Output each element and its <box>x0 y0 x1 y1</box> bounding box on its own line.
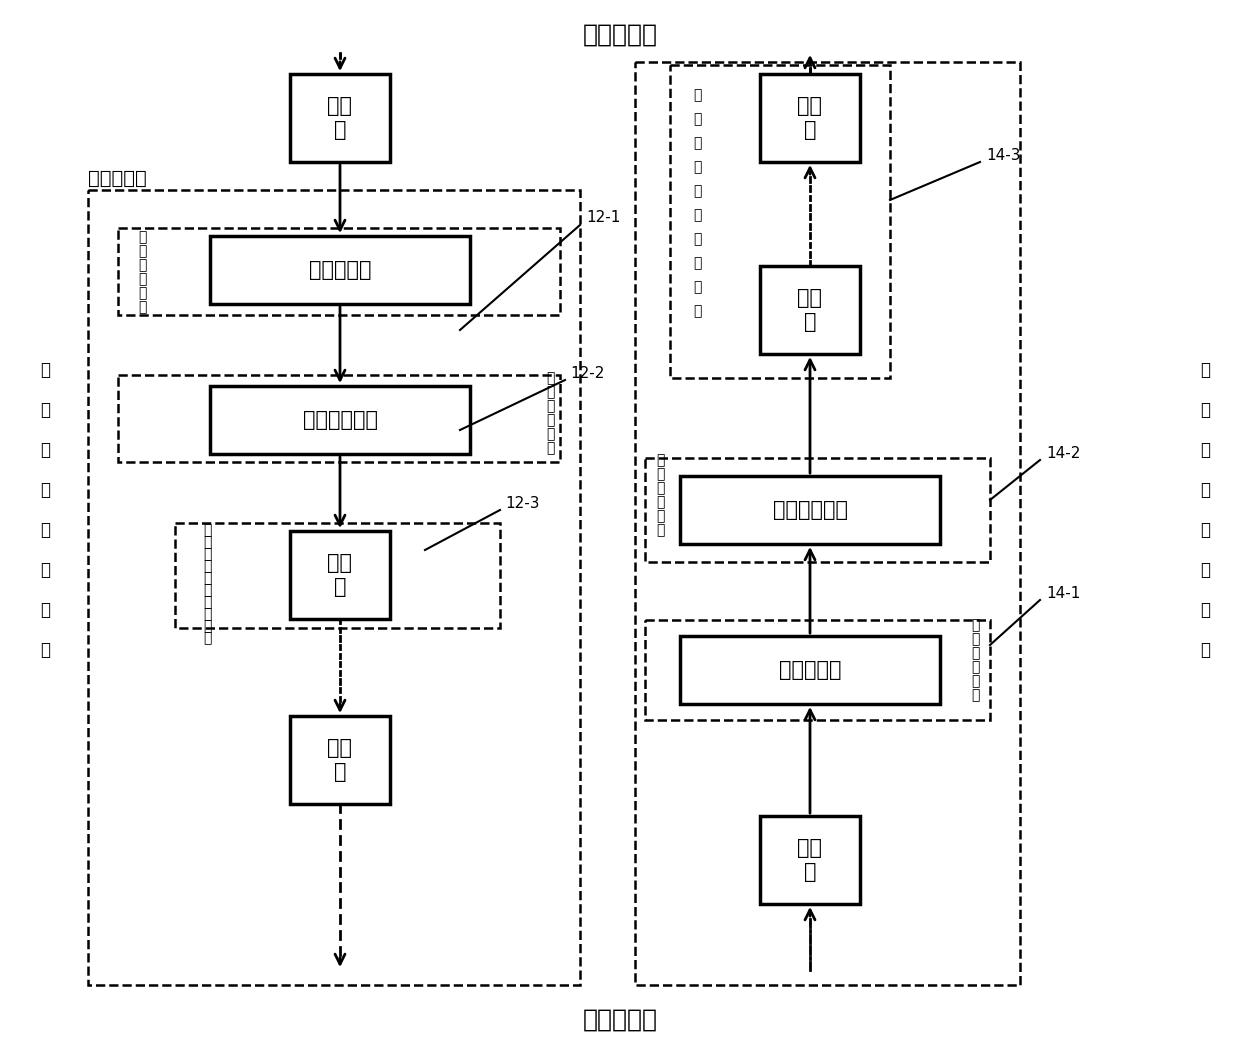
Text: 接收
端: 接收 端 <box>327 738 352 781</box>
Text: 上: 上 <box>40 361 50 379</box>
Text: 输: 输 <box>693 256 701 270</box>
Bar <box>290 74 391 162</box>
Text: 道: 道 <box>40 641 50 659</box>
Text: 单: 单 <box>203 571 211 585</box>
Bar <box>118 229 560 315</box>
Text: 上: 上 <box>203 547 211 561</box>
Text: 冲: 冲 <box>971 660 980 674</box>
Text: 隔: 隔 <box>971 618 980 632</box>
Bar <box>760 74 861 162</box>
Text: 接收
端: 接收 端 <box>797 838 822 881</box>
Text: 访问控制单元: 访问控制单元 <box>303 410 377 430</box>
Text: 通: 通 <box>1200 601 1210 619</box>
Text: 道: 道 <box>1200 641 1210 659</box>
Text: 对内连接层: 对内连接层 <box>583 1008 657 1032</box>
Text: 块: 块 <box>656 523 665 537</box>
Text: 缓: 缓 <box>138 258 146 272</box>
Text: 单: 单 <box>693 184 701 198</box>
Text: 访: 访 <box>546 371 554 385</box>
Text: 下: 下 <box>1200 361 1210 379</box>
Text: 控: 控 <box>546 399 554 413</box>
Text: 模: 模 <box>546 428 554 441</box>
Bar <box>670 65 890 378</box>
Text: 向: 向 <box>693 208 701 222</box>
Text: 14-2: 14-2 <box>1047 446 1080 461</box>
Text: 制: 制 <box>546 413 554 428</box>
Text: 行: 行 <box>693 160 701 174</box>
Text: 隔: 隔 <box>1200 441 1210 459</box>
Bar <box>760 266 861 354</box>
Text: 防: 防 <box>40 521 50 539</box>
Text: 问: 问 <box>546 385 554 399</box>
Text: 隔: 隔 <box>40 441 50 459</box>
Text: 离: 离 <box>1200 481 1210 499</box>
Text: 块: 块 <box>693 304 701 318</box>
Text: 发送
端: 发送 端 <box>797 289 822 332</box>
Text: 隔: 隔 <box>138 230 146 244</box>
Text: 模: 模 <box>971 674 980 688</box>
Text: 向: 向 <box>203 583 211 597</box>
Text: 块: 块 <box>971 688 980 702</box>
Bar <box>680 636 940 704</box>
Text: 通: 通 <box>40 601 50 619</box>
Text: 缓: 缓 <box>971 645 980 660</box>
Bar <box>210 386 470 454</box>
Bar <box>210 236 470 304</box>
Text: 访: 访 <box>656 453 665 466</box>
Text: 发送
端: 发送 端 <box>327 554 352 597</box>
Text: 对外连接层: 对外连接层 <box>583 23 657 47</box>
Text: 12-3: 12-3 <box>505 497 539 512</box>
Text: 离: 离 <box>971 632 980 645</box>
Text: 隔: 隔 <box>203 523 211 537</box>
Text: 输: 输 <box>203 607 211 621</box>
Text: 离: 离 <box>138 244 146 258</box>
Text: 12-2: 12-2 <box>570 366 604 381</box>
Text: 防: 防 <box>1200 521 1210 539</box>
Text: 14-1: 14-1 <box>1047 587 1080 601</box>
Text: 模: 模 <box>138 286 146 300</box>
Text: 块: 块 <box>138 300 146 314</box>
Text: 传: 传 <box>203 595 211 609</box>
Bar <box>760 816 861 903</box>
Bar <box>635 62 1021 985</box>
Text: 接收
端: 接收 端 <box>797 97 822 140</box>
Bar <box>645 620 990 720</box>
Text: 接收
端: 接收 端 <box>327 97 352 140</box>
Text: 行: 行 <box>203 559 211 573</box>
Text: 模: 模 <box>693 280 701 294</box>
Text: 隔离防护层: 隔离防护层 <box>88 168 146 187</box>
Text: 14-3: 14-3 <box>986 148 1021 163</box>
Text: 隔离缓冲区: 隔离缓冲区 <box>309 260 371 280</box>
Text: 传: 传 <box>693 232 701 246</box>
Text: 离: 离 <box>203 535 211 549</box>
Text: 模: 模 <box>203 619 211 633</box>
Text: 行: 行 <box>40 401 50 419</box>
Text: 12-1: 12-1 <box>587 211 620 225</box>
Bar <box>88 190 580 985</box>
Text: 护: 护 <box>40 561 50 579</box>
Text: 控: 控 <box>656 481 665 495</box>
Text: 模: 模 <box>656 509 665 523</box>
Bar <box>290 531 391 619</box>
Text: 隔: 隔 <box>693 88 701 102</box>
Bar <box>645 458 990 562</box>
Text: 块: 块 <box>546 441 554 455</box>
Text: 离: 离 <box>693 112 701 126</box>
Text: 离: 离 <box>40 481 50 499</box>
Bar <box>290 716 391 804</box>
Bar <box>118 375 560 462</box>
Text: 制: 制 <box>656 495 665 509</box>
Bar <box>175 523 500 628</box>
Text: 护: 护 <box>1200 561 1210 579</box>
Bar <box>680 476 940 544</box>
Text: 问: 问 <box>656 466 665 481</box>
Text: 隔离缓冲区: 隔离缓冲区 <box>779 660 841 680</box>
Text: 下: 下 <box>693 136 701 150</box>
Text: 行: 行 <box>1200 401 1210 419</box>
Text: 访问控制单元: 访问控制单元 <box>773 500 847 520</box>
Text: 冲: 冲 <box>138 272 146 286</box>
Text: 块: 块 <box>203 631 211 645</box>
